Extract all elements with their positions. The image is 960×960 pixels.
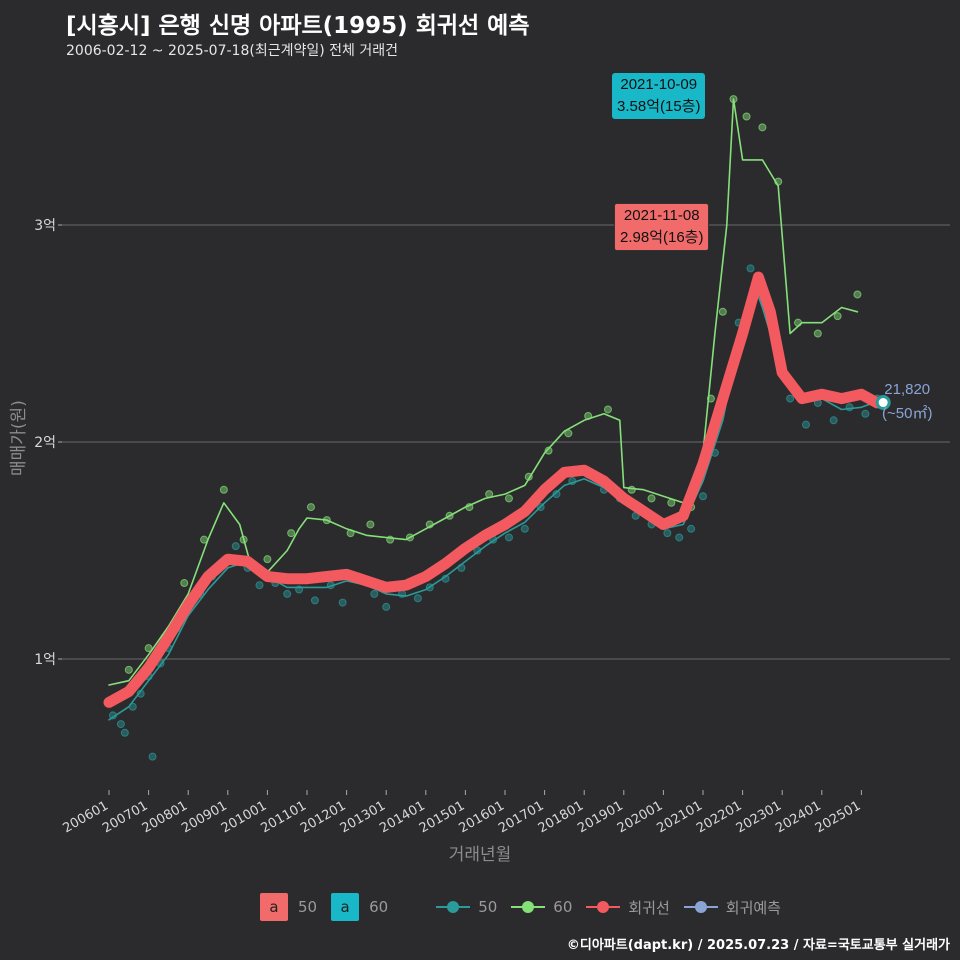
legend-fill-50-key: a	[260, 893, 288, 921]
x-axis-label: 거래년월	[448, 845, 512, 865]
scatter-point-60	[833, 312, 842, 321]
scatter-point-50	[338, 598, 347, 607]
max-50-price: 2.98억(16층)	[620, 229, 704, 246]
scatter-point-50	[120, 728, 129, 737]
scatter-point-60	[263, 555, 272, 564]
scatter-point-60	[504, 494, 513, 503]
scatter-point-50	[861, 409, 870, 418]
max-60-annotation: 2021-10-09 3.58억(15층)	[612, 73, 706, 119]
scatter-point-60	[603, 405, 612, 414]
scatter-point-50	[370, 589, 379, 598]
legend-prediction-key	[683, 900, 718, 914]
chart-title: [시흥시] 은행 신명 아파트(1995) 회귀선 예측	[66, 13, 530, 39]
scatter-point-50	[663, 529, 672, 538]
scatter-point-60	[627, 485, 636, 494]
y-tick-label: 3억	[34, 218, 56, 234]
scatter-point-50	[552, 490, 561, 499]
legend-line-50-label: 50	[478, 898, 498, 916]
prediction-label: 21,820 (~50㎡)	[882, 378, 932, 426]
scatter-point-60	[544, 446, 553, 455]
legend-fill-50-label: 50	[298, 898, 318, 916]
y-tick-label: 1억	[34, 652, 56, 668]
prediction-area: (~50㎡)	[882, 405, 933, 422]
legend-line-50-key	[436, 900, 471, 914]
y-tick-label: 2억	[34, 435, 56, 451]
scatter-point-60	[853, 290, 862, 299]
scatter-point-50	[148, 752, 157, 761]
scatter-point-50	[687, 524, 696, 533]
scatter-point-50	[310, 596, 319, 605]
scatter-point-50	[283, 589, 292, 598]
scatter-point-60	[219, 485, 228, 494]
series-line-60	[108, 98, 859, 686]
legend: a 50 a 60 50 60 회귀선 회귀예측	[260, 892, 795, 922]
prediction-value: 21,820	[884, 381, 931, 398]
scatter-point-50	[255, 581, 264, 590]
max-60-price: 3.58억(15층)	[617, 98, 701, 115]
scatter-point-50	[231, 542, 240, 551]
legend-prediction-label: 회귀예측	[725, 898, 781, 917]
legend-fill-60-label: 60	[369, 898, 389, 916]
scatter-point-60	[144, 644, 153, 653]
legend-fill-50-symbol: a	[269, 898, 279, 916]
footer-credit: ©디아파트(dapt.kr) / 2025.07.23 / 자료=국토교통부 실…	[566, 938, 950, 953]
scatter-point-50	[829, 416, 838, 425]
prediction-end-marker	[875, 395, 891, 411]
scatter-point-50	[746, 264, 755, 273]
legend-fill-60-key: a	[331, 893, 360, 921]
scatter-point-60	[306, 503, 315, 512]
scatter-point-50	[504, 533, 513, 542]
legend-regression-key	[586, 900, 621, 914]
max-50-annotation: 2021-11-08 2.98억(16층)	[614, 203, 710, 251]
scatter-point-50	[520, 524, 529, 533]
y-axis-label: 매매가(원)	[9, 400, 29, 476]
legend-regression-label: 회귀선	[628, 898, 670, 917]
scatter-point-50	[786, 394, 795, 403]
scatter-point-60	[813, 329, 822, 338]
scatter-point-60	[758, 123, 767, 132]
legend-line-60-key	[511, 900, 546, 914]
legend-line-60-label: 60	[553, 898, 573, 916]
scatter-point-60	[647, 494, 656, 503]
x-tick-label: 202501	[813, 798, 863, 836]
scatter-point-50	[413, 594, 422, 603]
scatter-point-60	[366, 520, 375, 529]
scatter-point-50	[845, 403, 854, 412]
scatter-point-60	[180, 579, 189, 588]
chart-subtitle: 2006-02-12 ~ 2025-07-18(최근계약일) 전체 거래건	[66, 43, 398, 59]
max-60-date: 2021-10-09	[620, 76, 698, 93]
scatter-point-50	[675, 533, 684, 542]
scatter-point-50	[382, 602, 391, 611]
scatter-point-60	[718, 307, 727, 316]
scatter-point-50	[801, 420, 810, 429]
series-line-회귀선	[103, 271, 883, 708]
scatter-point-50	[116, 720, 125, 729]
legend-fill-60-symbol: a	[340, 898, 350, 916]
scatter-point-60	[742, 112, 751, 121]
scatter-point-50	[699, 492, 707, 501]
scatter-point-60	[287, 529, 296, 538]
scatter-point-60	[124, 665, 133, 674]
max-50-date: 2021-11-08	[623, 207, 700, 224]
